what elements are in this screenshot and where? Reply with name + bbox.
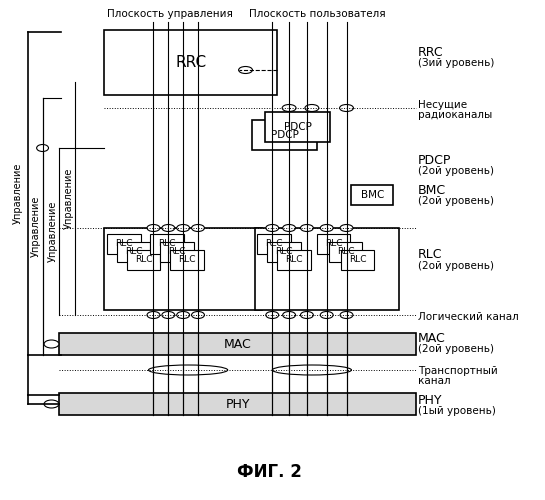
Text: RLC: RLC [125, 248, 142, 256]
Text: PHY: PHY [418, 394, 443, 406]
Ellipse shape [44, 340, 59, 348]
Text: (2ой уровень): (2ой уровень) [418, 344, 494, 354]
Text: Управление: Управление [47, 200, 57, 262]
Ellipse shape [300, 312, 313, 318]
Bar [256, 228, 399, 310]
Text: канал: канал [418, 376, 450, 386]
Text: RLC: RLC [135, 256, 152, 264]
Text: Несущие: Несущие [418, 100, 467, 110]
Ellipse shape [283, 312, 295, 318]
Text: PHY: PHY [226, 398, 250, 410]
Text: (2ой уровень): (2ой уровень) [418, 166, 494, 176]
Text: BMC: BMC [418, 184, 446, 196]
Ellipse shape [282, 104, 296, 112]
Ellipse shape [320, 312, 333, 318]
Text: Плоскость пользователя: Плоскость пользователя [249, 9, 385, 19]
Ellipse shape [305, 104, 319, 112]
Ellipse shape [266, 312, 278, 318]
Text: BMC: BMC [361, 190, 384, 200]
Text: Транспортный: Транспортный [418, 366, 498, 376]
Bar [104, 30, 277, 95]
Bar [117, 242, 150, 262]
Ellipse shape [162, 224, 175, 232]
Ellipse shape [192, 224, 204, 232]
Text: RLC: RLC [115, 240, 132, 248]
Text: MAC: MAC [418, 332, 446, 344]
Text: RLC: RLC [418, 248, 443, 262]
Ellipse shape [283, 224, 295, 232]
Ellipse shape [340, 312, 353, 318]
Bar [257, 234, 291, 254]
Ellipse shape [177, 312, 190, 318]
Ellipse shape [300, 224, 313, 232]
Ellipse shape [147, 312, 160, 318]
Ellipse shape [239, 66, 252, 73]
Text: (Зий уровень): (Зий уровень) [418, 58, 494, 68]
Ellipse shape [44, 400, 59, 408]
Text: RLC: RLC [178, 256, 196, 264]
Ellipse shape [177, 224, 190, 232]
Bar [265, 112, 330, 142]
Text: PDCP: PDCP [283, 122, 311, 132]
Text: RLC: RLC [349, 256, 366, 264]
Ellipse shape [340, 104, 354, 112]
Bar [104, 228, 262, 310]
Text: PDCP: PDCP [271, 130, 299, 140]
Ellipse shape [340, 224, 353, 232]
Text: RLC: RLC [285, 256, 303, 264]
Text: RLC: RLC [337, 248, 354, 256]
Text: Управление: Управление [31, 196, 41, 256]
Text: MAC: MAC [224, 338, 251, 350]
Ellipse shape [148, 365, 228, 375]
Ellipse shape [147, 224, 160, 232]
Text: RLC: RLC [168, 248, 186, 256]
Text: PDCP: PDCP [418, 154, 451, 166]
Text: RRC: RRC [175, 55, 206, 70]
Text: RRC: RRC [418, 46, 444, 59]
Text: Плоскость управления: Плоскость управления [107, 9, 233, 19]
Bar [317, 234, 350, 254]
Text: Управление: Управление [64, 168, 74, 228]
Bar [150, 234, 184, 254]
Text: RLC: RLC [275, 248, 293, 256]
Text: RLC: RLC [325, 240, 342, 248]
Bar [252, 120, 317, 150]
Bar [341, 250, 374, 270]
Bar [277, 250, 311, 270]
Bar [267, 242, 301, 262]
Bar [352, 185, 393, 205]
Bar [59, 333, 416, 355]
Bar [107, 234, 141, 254]
Text: RLC: RLC [265, 240, 283, 248]
Ellipse shape [162, 312, 175, 318]
Ellipse shape [266, 224, 278, 232]
Ellipse shape [192, 312, 204, 318]
Text: радиоканалы: радиоканалы [418, 110, 492, 120]
Text: (1ый уровень): (1ый уровень) [418, 406, 495, 416]
Bar [329, 242, 362, 262]
Ellipse shape [37, 144, 49, 152]
Text: Управление: Управление [13, 162, 23, 224]
Text: ФИГ. 2: ФИГ. 2 [237, 463, 302, 481]
Bar [160, 242, 194, 262]
Text: (2ой уровень): (2ой уровень) [418, 196, 494, 206]
Text: (2ой уровень): (2ой уровень) [418, 261, 494, 271]
Ellipse shape [272, 365, 352, 375]
Ellipse shape [320, 224, 333, 232]
Bar [170, 250, 204, 270]
Bar [59, 393, 416, 415]
Text: Логический канал: Логический канал [418, 312, 518, 322]
Bar [127, 250, 160, 270]
Text: RLC: RLC [159, 240, 176, 248]
